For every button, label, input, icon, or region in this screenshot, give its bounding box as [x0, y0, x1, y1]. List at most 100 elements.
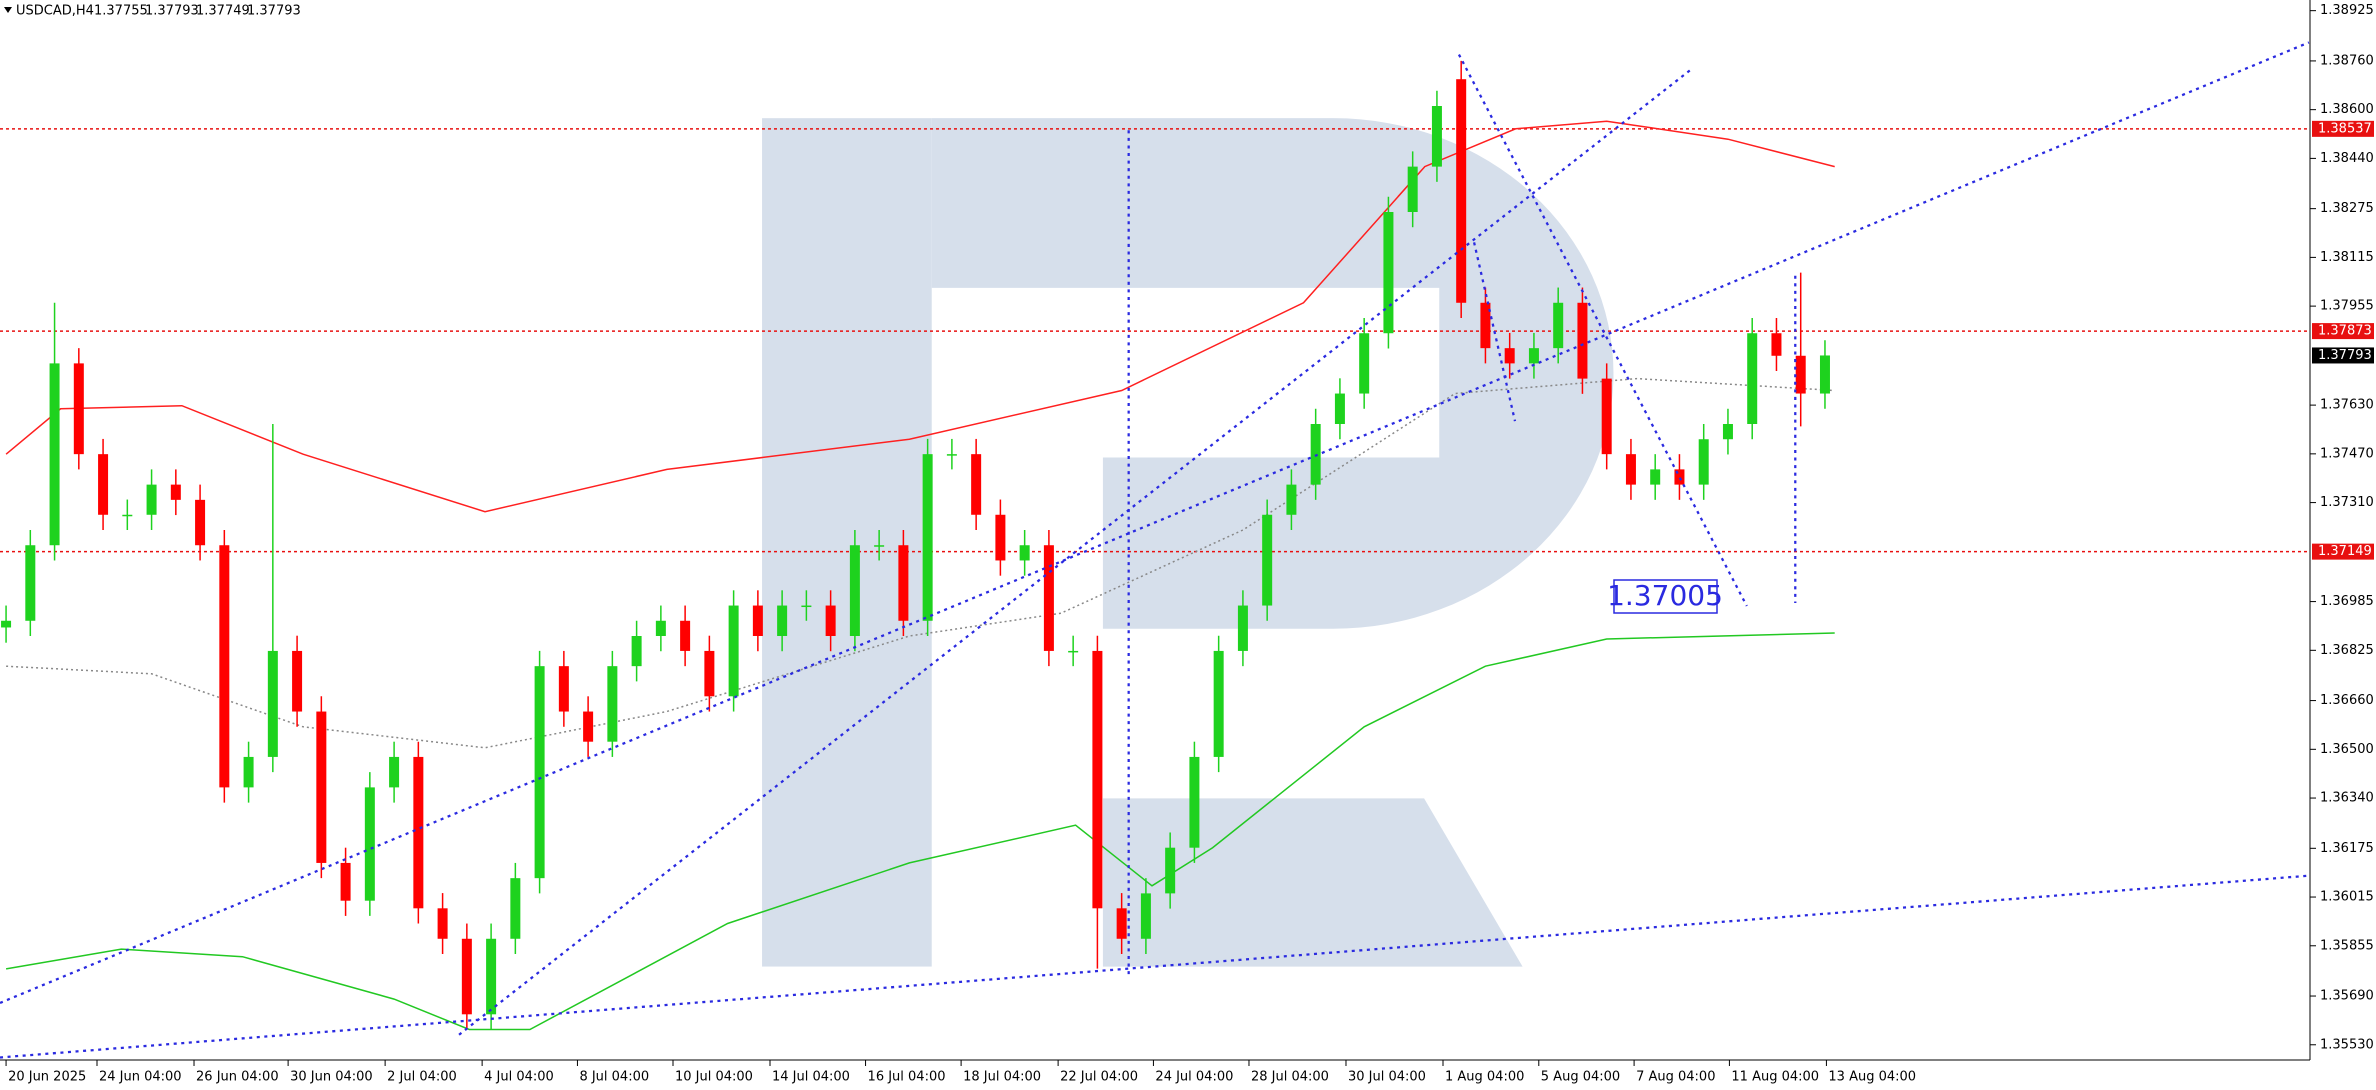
candle-body — [752, 605, 763, 636]
ohlc-label: 1.37793 — [247, 4, 301, 19]
candle-body — [1043, 545, 1054, 651]
watermark-bar — [762, 118, 932, 967]
candle-body — [946, 454, 957, 456]
candle-body — [316, 711, 327, 863]
candle-body — [922, 454, 933, 621]
candle-body — [461, 938, 472, 1015]
candle-body — [534, 666, 545, 879]
x-tick-label: 16 Jul 04:00 — [868, 1070, 946, 1085]
candle-body — [1359, 333, 1370, 394]
y-tick-label: 1.38115 — [2320, 250, 2374, 265]
y-tick-label: 1.37310 — [2320, 495, 2374, 510]
x-tick-label: 5 Aug 04:00 — [1541, 1070, 1620, 1085]
x-tick-label: 28 Jul 04:00 — [1251, 1070, 1329, 1085]
y-tick-label: 1.37955 — [2320, 299, 2374, 314]
candle-body — [413, 756, 424, 909]
candle-body — [267, 650, 278, 757]
candle-body — [558, 666, 569, 712]
candle-body — [1213, 650, 1224, 757]
x-tick-label: 18 Jul 04:00 — [963, 1070, 1041, 1085]
candle-body — [364, 787, 375, 901]
candle-body — [631, 636, 642, 667]
x-tick-label: 7 Aug 04:00 — [1636, 1070, 1715, 1085]
y-tick-label: 1.36015 — [2320, 890, 2374, 905]
candle-body — [1698, 439, 1709, 485]
candle-body — [1310, 424, 1321, 485]
price-tag — [2312, 323, 2374, 340]
price-tag — [2312, 120, 2374, 137]
y-tick-label: 1.37470 — [2320, 446, 2374, 461]
candle-body — [170, 484, 181, 500]
candle-body — [1286, 484, 1297, 515]
candle-body — [1068, 650, 1079, 653]
moving-average — [5, 120, 1835, 513]
candle-body — [1140, 893, 1151, 939]
x-tick-label: 11 Aug 04:00 — [1731, 1070, 1819, 1085]
current-price-label: 1.37793 — [2318, 348, 2372, 363]
y-tick-label: 1.36985 — [2320, 594, 2374, 609]
candle-body — [486, 938, 497, 1015]
trendline — [458, 68, 1692, 1036]
candle-body — [1577, 302, 1588, 379]
candle-body — [704, 650, 715, 697]
current-price-tag — [2312, 347, 2374, 364]
trendlines — [0, 41, 2310, 1059]
candle-body — [995, 514, 1006, 561]
candle-body — [98, 454, 109, 515]
moving-average — [6, 377, 1835, 749]
candle-body — [777, 605, 788, 636]
candle-body — [874, 545, 885, 547]
y-tick-label: 1.36175 — [2320, 841, 2374, 856]
price-tag-label: 1.37873 — [2318, 324, 2372, 339]
y-tick-label: 1.36660 — [2320, 693, 2374, 708]
candle-body — [219, 545, 230, 788]
candle-body — [728, 605, 739, 697]
annotation-label: 1.37005 — [1607, 579, 1723, 612]
candle-body — [655, 620, 666, 636]
x-tick-label: 24 Jun 04:00 — [99, 1070, 182, 1085]
trendline — [1472, 242, 1517, 422]
candle-body — [49, 363, 60, 546]
y-tick-label: 1.38275 — [2320, 201, 2374, 216]
candle-body — [1237, 605, 1248, 651]
y-tick-label: 1.38925 — [2320, 3, 2374, 18]
x-tick-label: 30 Jul 04:00 — [1348, 1070, 1426, 1085]
candle-body — [510, 878, 521, 939]
candle-body — [1553, 302, 1564, 349]
candle-body — [898, 545, 909, 621]
y-tick-label: 1.38600 — [2320, 102, 2374, 117]
x-tick-label: 2 Jul 04:00 — [387, 1070, 457, 1085]
y-tick-label: 1.35855 — [2320, 938, 2374, 953]
y-tick-label: 1.38760 — [2320, 53, 2374, 68]
candle-body — [1747, 333, 1758, 424]
candle-body — [1116, 908, 1127, 939]
candle-body — [1722, 424, 1733, 440]
candle-body — [1480, 302, 1491, 349]
candle-body — [607, 666, 618, 742]
x-tick-label: 13 Aug 04:00 — [1828, 1070, 1916, 1085]
candle-body — [1189, 756, 1200, 848]
candle-body — [1795, 355, 1806, 394]
candle-body — [25, 545, 36, 621]
x-tick-label: 30 Jun 04:00 — [290, 1070, 373, 1085]
y-tick-label: 1.38440 — [2320, 151, 2374, 166]
candle-body — [292, 650, 303, 712]
candle-body — [1528, 348, 1539, 364]
candle-body — [243, 756, 254, 788]
plot-area — [0, 60, 2310, 1031]
candle-body — [680, 620, 691, 651]
trendline — [1457, 54, 1748, 607]
x-tick-label: 14 Jul 04:00 — [772, 1070, 850, 1085]
x-tick-label: 20 Jun 2025 — [8, 1070, 86, 1085]
candle-body — [1504, 348, 1515, 364]
y-tick-label: 1.36825 — [2320, 643, 2374, 658]
x-tick-label: 22 Jul 04:00 — [1060, 1070, 1138, 1085]
candle-body — [146, 484, 157, 515]
x-tick-label: 10 Jul 04:00 — [675, 1070, 753, 1085]
price-tag — [2312, 543, 2374, 560]
y-tick-label: 1.36500 — [2320, 742, 2374, 757]
x-tick-label: 26 Jun 04:00 — [196, 1070, 279, 1085]
watermark-leg — [1102, 798, 1523, 967]
candle-body — [1625, 454, 1636, 485]
